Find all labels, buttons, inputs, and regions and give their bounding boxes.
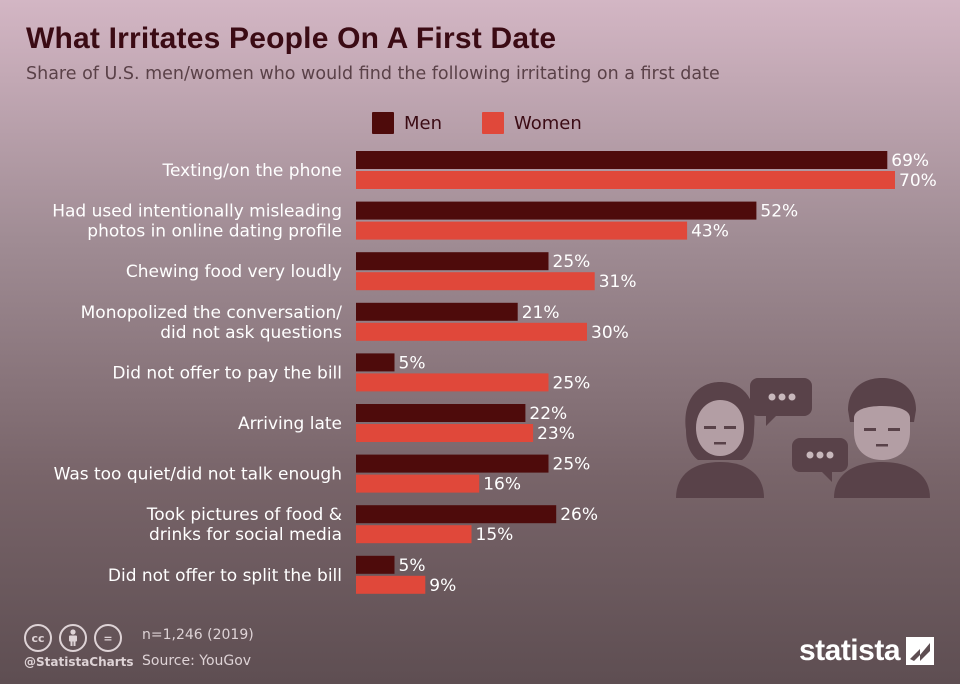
value-label-men: 5% xyxy=(399,353,426,373)
bar-men xyxy=(356,201,757,220)
bar-women xyxy=(356,424,534,442)
value-label-men: 25% xyxy=(553,252,591,272)
brand-text: statista xyxy=(798,634,901,667)
cc-icon[interactable]: cc xyxy=(24,624,52,652)
value-label-women: 70% xyxy=(899,171,937,191)
value-label-men: 5% xyxy=(399,556,426,576)
bar-group: 69%70% Texting/on the phone xyxy=(162,151,937,191)
value-label-women: 25% xyxy=(553,373,591,393)
bar-group: 21% 30% Monopolized the conversation/did n… xyxy=(81,302,629,343)
bar-men xyxy=(356,454,549,473)
statista-logo[interactable]: statista xyxy=(799,636,934,666)
bars-layer: 69%70% Texting/on the phone 52% 43% Had used… xyxy=(52,151,937,596)
value-label-men: 25% xyxy=(553,455,591,475)
category-label: Monopolized the conversation/ xyxy=(81,303,343,323)
bar-men xyxy=(356,302,518,321)
license-icons: cc = xyxy=(24,624,129,652)
twitter-handle[interactable]: @StatistaCharts xyxy=(24,655,134,669)
bar-women xyxy=(356,525,472,544)
legend-swatch-women xyxy=(482,112,505,134)
by-icon[interactable] xyxy=(59,624,87,652)
value-label-women: 16% xyxy=(483,475,521,495)
bar-men xyxy=(356,151,888,169)
chart-subtitle: Share of U.S. men/women who would find t… xyxy=(26,64,720,84)
legend-item-women: Women xyxy=(482,112,582,134)
category-label: Texting/on the phone xyxy=(162,161,342,181)
value-label-women: 23% xyxy=(537,424,575,444)
category-label: Did not offer to split the bill xyxy=(108,566,342,586)
bar-women xyxy=(356,272,595,291)
category-label: Had used intentionally misleading xyxy=(52,202,342,222)
bar-group: 52% 43% Had used intentionally misleadingp… xyxy=(52,201,798,242)
bar-women xyxy=(356,575,426,594)
category-label: Was too quiet/did not talk enough xyxy=(54,465,342,485)
bar-group: 5%9% Did not offer to split the bill xyxy=(108,555,456,596)
value-label-women: 15% xyxy=(476,525,514,545)
legend-label-men: Men xyxy=(404,112,443,134)
value-label-men: 26% xyxy=(560,505,598,525)
bar-women xyxy=(356,221,688,240)
value-label-women: 30% xyxy=(591,323,629,343)
value-label-men: 22% xyxy=(529,404,567,424)
bar-men xyxy=(356,404,526,422)
sample-note: n=1,246 (2019) xyxy=(142,627,254,643)
bar-men xyxy=(356,353,395,372)
category-label: did not ask questions xyxy=(160,323,342,343)
bar-women xyxy=(356,322,587,341)
legend: Men Women xyxy=(372,112,622,134)
bar-women xyxy=(356,171,895,189)
category-label: Took pictures of food & xyxy=(146,505,342,525)
legend-label-women: Women xyxy=(514,112,582,134)
statista-logo-icon xyxy=(906,637,934,665)
person-icon xyxy=(69,629,77,646)
bar-group: 22%23% Arriving late xyxy=(238,404,575,444)
category-label: Chewing food very loudly xyxy=(126,262,342,282)
category-label: photos in online dating profile xyxy=(87,222,342,242)
value-label-men: 69% xyxy=(891,151,929,171)
legend-item-men: Men xyxy=(372,112,442,134)
legend-swatch-men xyxy=(372,112,394,134)
couple-chat-icon xyxy=(676,378,930,498)
bar-group: 25% 31% Chewing food very loudly xyxy=(126,252,637,292)
category-label: Arriving late xyxy=(238,414,342,434)
bar-group: 5% 25% Did not offer to pay the bill xyxy=(112,353,590,393)
value-label-women: 43% xyxy=(691,222,729,242)
bar-women xyxy=(356,474,480,493)
value-label-men: 52% xyxy=(760,202,798,222)
category-label: drinks for social media xyxy=(149,525,342,545)
value-label-men: 21% xyxy=(522,303,560,323)
bar-group: 26% 15% Took pictures of food &drinks for … xyxy=(146,505,598,545)
chart-title: What Irritates People On A First Date xyxy=(26,22,557,55)
category-label: Did not offer to pay the bill xyxy=(112,363,342,383)
bar-men xyxy=(356,505,557,524)
value-label-women: 9% xyxy=(429,576,456,596)
value-label-women: 31% xyxy=(599,272,637,292)
nd-icon[interactable]: = xyxy=(94,624,122,652)
bar-men xyxy=(356,555,395,574)
bar-women xyxy=(356,373,549,392)
bar-men xyxy=(356,252,549,271)
source-note: Source: YouGov xyxy=(142,653,252,669)
bar-group: 25% 16% Was too quiet/did not talk enough xyxy=(54,454,591,495)
